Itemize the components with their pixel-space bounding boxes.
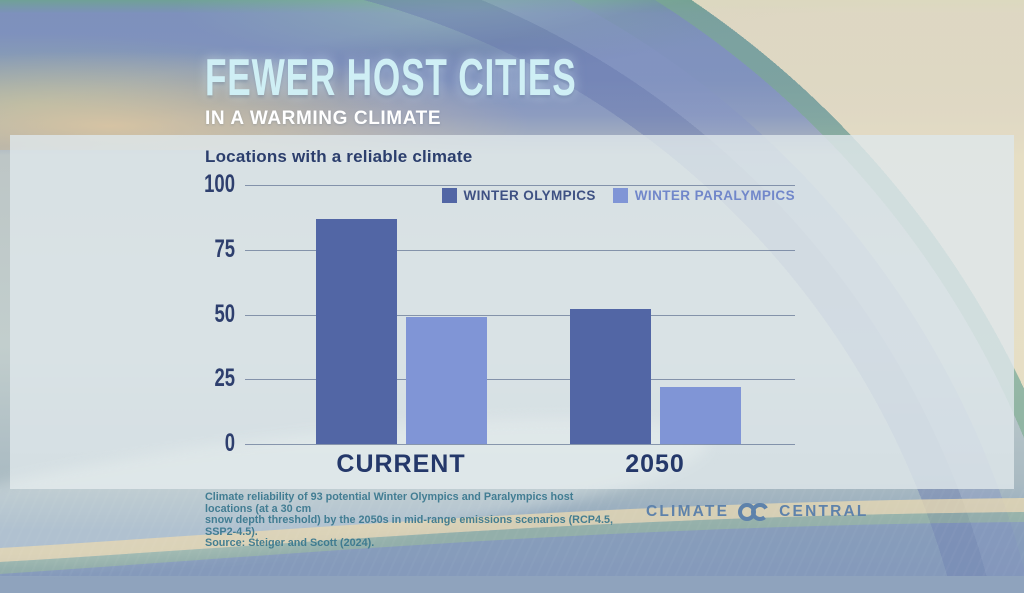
y-tick-label: 50: [214, 300, 235, 328]
source-line: snow depth threshold) by the 2050s in mi…: [205, 514, 613, 538]
legend-item: WINTER PARALYMPICS: [612, 188, 795, 203]
brand-word-right: CENTRAL: [779, 503, 869, 520]
page-subtitle: IN A WARMING CLIMATE: [205, 108, 442, 129]
legend-swatch: [612, 188, 628, 203]
y-tick-label: 25: [214, 365, 235, 393]
x-axis-labels: CURRENT 2050: [245, 450, 795, 482]
source-line: Climate reliability of 93 potential Wint…: [205, 491, 574, 515]
y-tick-label: 75: [214, 235, 235, 263]
page-title: FEWER HOST CITIES: [205, 49, 577, 107]
gridline: [245, 444, 795, 445]
x-axis-label: 2050: [625, 450, 685, 478]
bar-winter-paralympics: [659, 387, 741, 444]
interlocked-rings-icon: [738, 503, 770, 521]
chart-legend: WINTER OLYMPICS WINTER PARALYMPICS: [441, 188, 795, 203]
bar-winter-olympics: [569, 309, 651, 444]
gridline: [245, 185, 795, 186]
legend-label: WINTER PARALYMPICS: [634, 188, 795, 203]
legend-item: WINTER OLYMPICS: [441, 188, 596, 203]
climate-central-logo: CLIMATE CENTRAL: [646, 502, 869, 522]
y-tick-label: 0: [224, 429, 235, 457]
legend-label: WINTER OLYMPICS: [463, 188, 596, 203]
source-note: Climate reliability of 93 potential Wint…: [205, 491, 615, 550]
x-axis-label: CURRENT: [336, 450, 466, 478]
bar-winter-olympics: [315, 218, 397, 444]
y-tick-label: 100: [204, 170, 235, 198]
brand-word-left: CLIMATE: [646, 503, 730, 520]
bar-chart-plot: WINTER OLYMPICS WINTER PARALYMPICS 100 75 5…: [204, 171, 795, 457]
legend-swatch: [441, 188, 457, 203]
chart-title: Locations with a reliable climate: [205, 147, 473, 166]
bar-winter-paralympics: [405, 317, 487, 444]
source-line: Source: Steiger and Scott (2024).: [205, 537, 375, 550]
